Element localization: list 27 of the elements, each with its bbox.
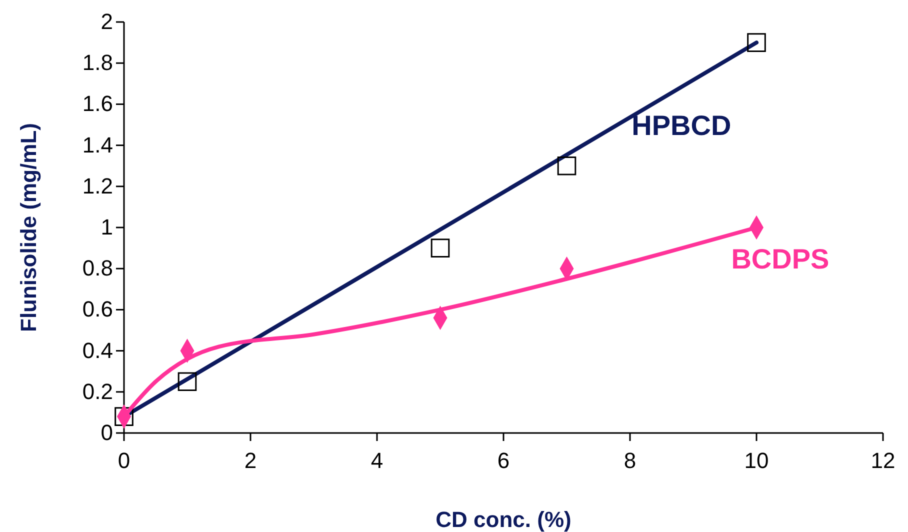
point	[114, 407, 134, 426]
point	[430, 238, 450, 258]
y-tick-label: 1	[100, 214, 113, 240]
series-label: BCDPS	[731, 244, 830, 275]
x-tick-label: 10	[744, 448, 769, 474]
point	[178, 372, 197, 392]
y-tick-label: 1.4	[82, 132, 113, 158]
x-tick-label: 2	[244, 448, 257, 474]
point	[747, 33, 766, 52]
x-tick-label: 4	[370, 448, 384, 474]
y-tick-label: 0.6	[82, 296, 113, 322]
y-tick-label: 2	[100, 9, 113, 34]
text: HPBCD	[632, 110, 732, 142]
y-tick-label: 1.6	[82, 91, 113, 116]
y-tick-label: 0.4	[82, 338, 113, 363]
x-axis-title: CD conc. (%)	[436, 507, 572, 532]
x-tick-label: 12	[870, 448, 896, 474]
y-tick-label: 0.2	[82, 378, 113, 404]
y-axis-title: Flunisolide (mg/mL)	[16, 123, 41, 332]
y-tick-label: 0	[100, 420, 113, 446]
y-tick-label: 1.2	[82, 173, 113, 198]
y-tick-label: 1.8	[82, 50, 113, 76]
point	[557, 156, 576, 176]
x-tick-label: 8	[624, 448, 636, 474]
x-tick-label: 6	[497, 448, 510, 474]
y-tick-label: 0.8	[82, 256, 113, 281]
x-tick-label: 0	[118, 448, 130, 474]
